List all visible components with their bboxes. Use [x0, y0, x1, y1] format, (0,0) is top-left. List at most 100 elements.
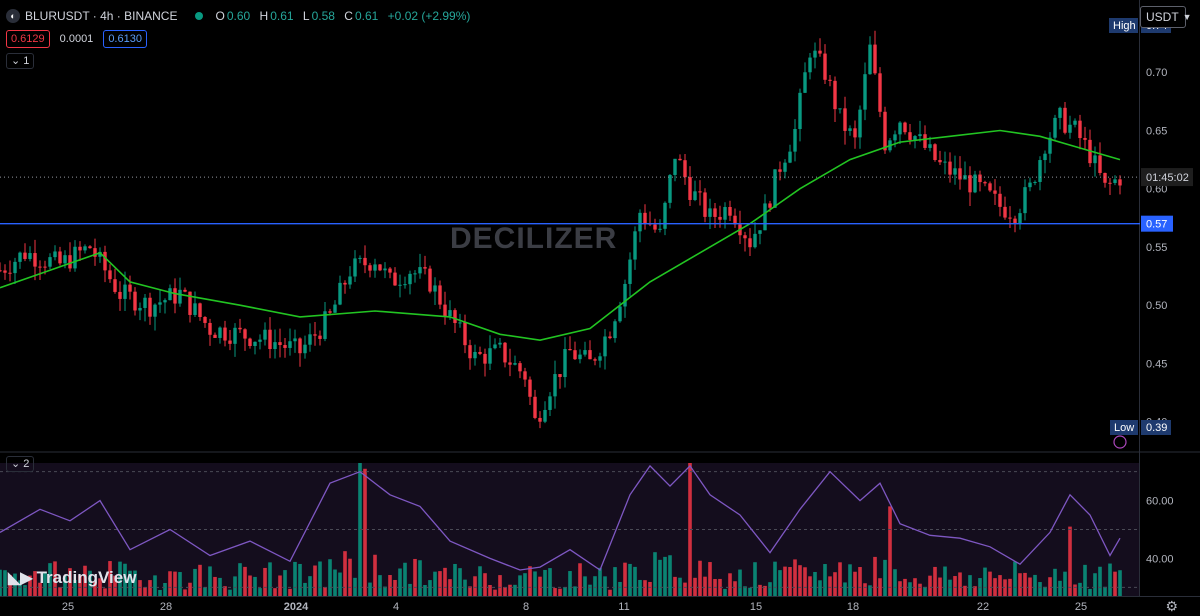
volume-bar	[363, 468, 367, 596]
candle-body	[918, 134, 922, 137]
candle-body	[248, 338, 252, 346]
open-label: O	[215, 9, 225, 23]
candle-body	[853, 128, 857, 138]
symbol-title[interactable]: ◐ BLURUSDT · 4h · BINANCE	[6, 9, 177, 23]
candle-body	[283, 345, 287, 348]
candle-body	[268, 329, 272, 350]
candle-body	[1083, 138, 1087, 140]
candle-body	[503, 342, 507, 363]
volume-bar	[58, 587, 62, 596]
candle-body	[1018, 213, 1022, 224]
time-axis[interactable]: 25 28 2024 4 8 11 15 18 22 25	[62, 601, 1087, 613]
time-tick-label: 22	[977, 601, 989, 613]
candle-body	[793, 129, 797, 152]
low-badge	[1110, 420, 1138, 435]
candle-body	[883, 111, 887, 151]
volume-bar	[578, 563, 582, 596]
volume-bar	[318, 561, 322, 596]
volume-bar	[153, 575, 157, 596]
volume-bar	[1023, 572, 1027, 596]
indicator-pane-count: 2	[23, 458, 30, 470]
close-label: C	[344, 9, 353, 23]
candle-body	[553, 374, 557, 397]
volume-bar	[1043, 586, 1047, 596]
change-value: +0.02 (+2.99%)	[387, 9, 471, 23]
countdown-label: 01:45:02	[1146, 172, 1189, 184]
candle-body	[643, 212, 647, 224]
volume-bar	[433, 571, 437, 596]
candle-body	[433, 285, 437, 292]
volume-bar	[198, 564, 202, 596]
volume-bar	[493, 589, 497, 596]
volume-bar	[518, 575, 522, 596]
candle-body	[708, 208, 712, 217]
volume-bar	[168, 571, 172, 596]
candle-body	[873, 44, 877, 74]
sell-price-button[interactable]: 0.6129	[6, 30, 50, 48]
candle-body	[953, 168, 957, 175]
tradingview-logo[interactable]: ◣▶ TradingView	[8, 568, 136, 588]
indicator-pane-legend-toggle[interactable]: ⌄ 2	[6, 456, 35, 472]
candle-body	[833, 80, 837, 110]
main-pane-indicator-count: 1	[23, 55, 30, 67]
volume-bar	[158, 589, 162, 596]
volume-bar	[213, 576, 217, 596]
volume-bar	[748, 587, 752, 596]
symbol-label: BLURUSDT · 4h · BINANCE	[25, 9, 178, 23]
time-tick-label: 25	[1075, 601, 1087, 613]
volume-bar	[648, 581, 652, 596]
candle-body	[438, 285, 442, 305]
candle-body	[258, 339, 262, 342]
candle-body	[468, 345, 472, 359]
candle-body	[978, 174, 982, 183]
volume-bar	[763, 585, 767, 596]
volume-bar	[1068, 526, 1072, 596]
volume-bar	[768, 582, 772, 596]
volume-bar	[218, 577, 222, 596]
volume-bar	[1073, 584, 1077, 596]
volume-bar	[633, 566, 637, 596]
volume-bar	[728, 573, 732, 596]
close-value: 0.61	[354, 9, 379, 23]
volume-bar	[873, 556, 877, 596]
currency-select[interactable]: USDT ▼	[1140, 6, 1192, 28]
volume-bar	[1063, 571, 1067, 596]
candle-body	[783, 162, 787, 172]
volume-bar	[1103, 586, 1107, 596]
candle-body	[233, 327, 237, 344]
candle-body	[493, 344, 497, 349]
candle-body	[33, 253, 37, 267]
volume-bar	[1098, 566, 1102, 596]
candle-body	[893, 134, 897, 141]
candle-body	[718, 216, 722, 220]
candle-body	[293, 338, 297, 342]
price-tick-label: 0.45	[1146, 358, 1167, 370]
volume-bar	[638, 579, 642, 596]
candle-body	[653, 224, 657, 230]
volume-bar	[53, 561, 57, 596]
volume-bar	[273, 588, 277, 596]
time-tick-label: 4	[393, 601, 399, 613]
volume-bar	[863, 583, 867, 596]
candle-body	[53, 251, 57, 258]
volume-bar	[673, 576, 677, 596]
candle-body	[8, 272, 12, 274]
volume-bar	[163, 582, 167, 596]
price-tick-label: 0.60	[1146, 184, 1167, 196]
candle-body	[568, 349, 572, 351]
volume-bar	[903, 578, 907, 596]
candle-body	[368, 265, 372, 271]
candle-body	[68, 255, 72, 269]
gear-icon[interactable]: ⚙	[1165, 598, 1178, 614]
candle-body	[993, 190, 997, 194]
candle-body	[603, 336, 607, 357]
candle-body	[228, 340, 232, 344]
candle-body	[353, 258, 357, 277]
candle-body	[1023, 187, 1027, 214]
candle-body	[323, 311, 327, 339]
candle-body	[938, 160, 942, 163]
buy-price-button[interactable]: 0.6130	[103, 30, 147, 48]
candle-body	[753, 233, 757, 248]
main-pane-legend-toggle[interactable]: ⌄ 1	[6, 53, 35, 69]
